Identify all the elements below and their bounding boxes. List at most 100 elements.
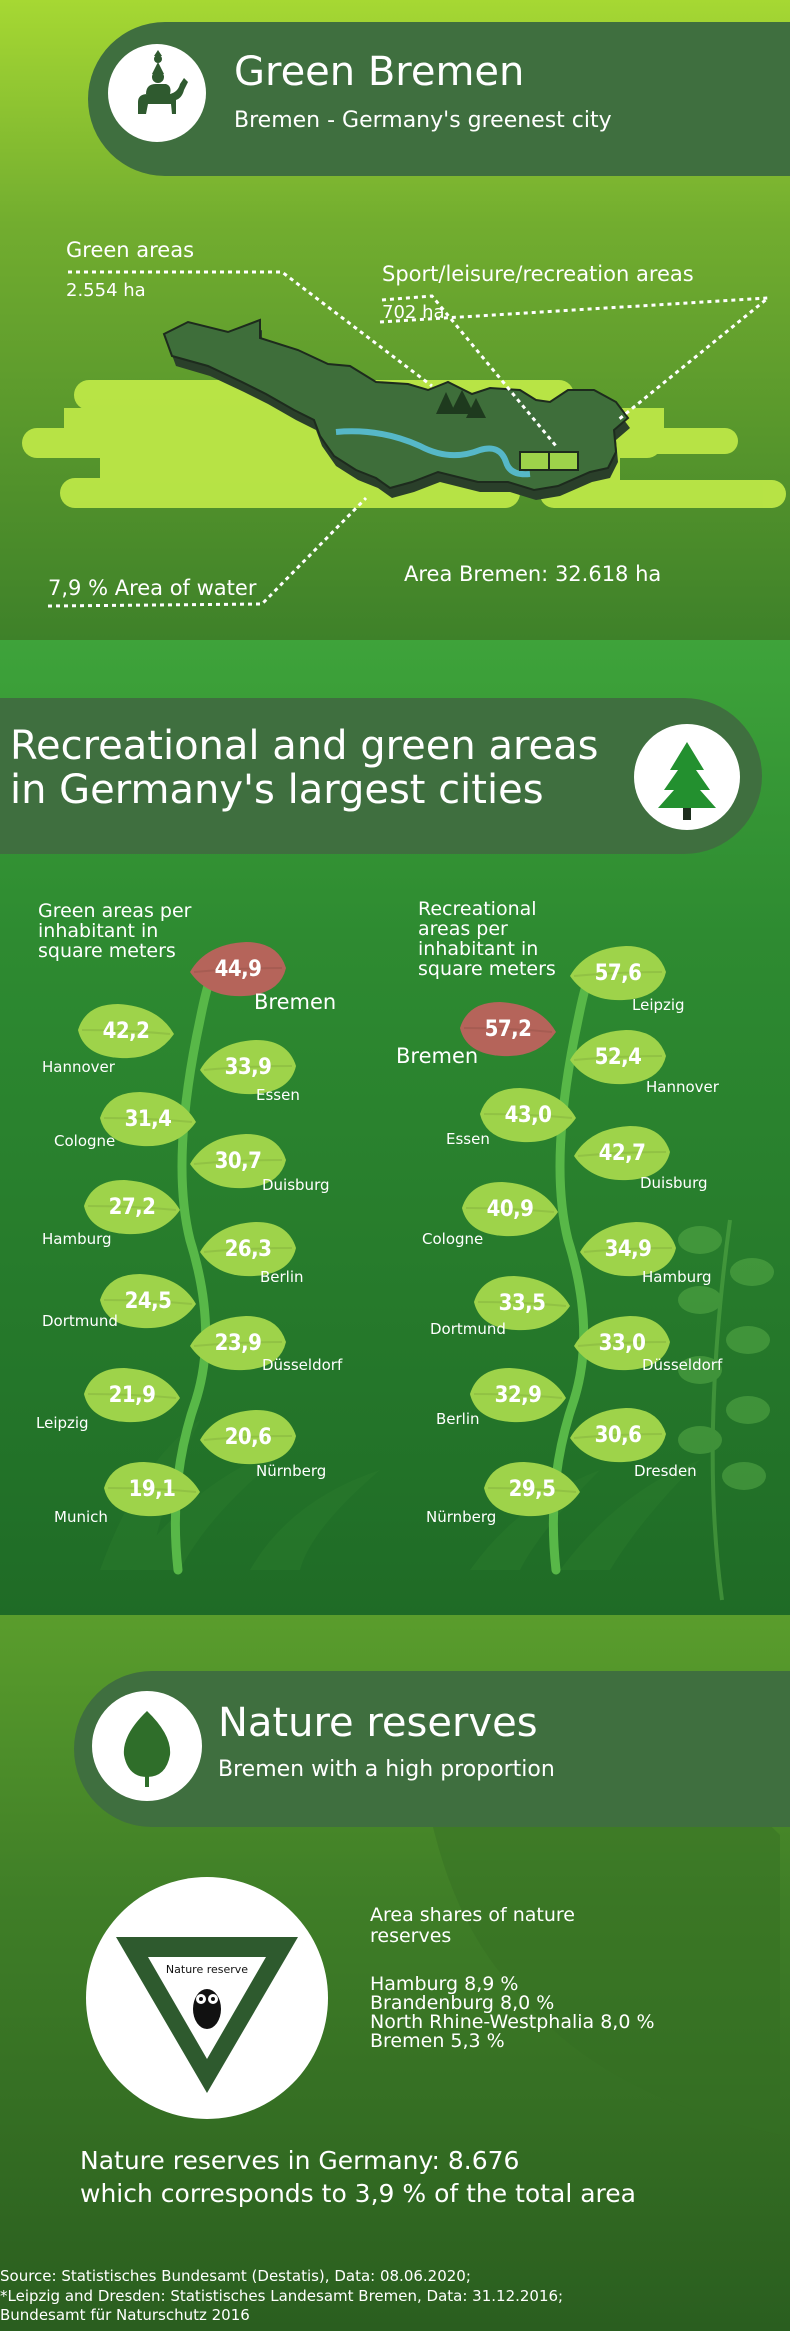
city-label: Nürnberg — [256, 1462, 327, 1480]
summary-line: which corresponds to 3,9 % of the total … — [80, 2178, 636, 2208]
stem-left — [170, 975, 215, 1575]
leaf-bar: 40,9 — [458, 1178, 562, 1240]
leaf-value-label: 26,3 — [224, 1236, 272, 1262]
shares-list: Hamburg 8,9 % Brandenburg 8,0 % North Rh… — [370, 1975, 655, 2051]
nature-subtitle: Bremen with a high proportion — [218, 1757, 555, 1782]
leaf-value-label: 33,0 — [598, 1330, 646, 1356]
chart-recreational-areas: 57,6 Leipzig 57,2 Bremen 52,4 Hannover 43,0 Ess… — [0, 640, 790, 1615]
leaf-value-label: 52,4 — [594, 1044, 642, 1070]
cities-title: Recreational and green areas in Germany'… — [10, 724, 599, 812]
footer-sources: Source: Statistisches Bundesamt (Destati… — [0, 2267, 563, 2326]
leaf-value-label: 44,9 — [214, 956, 262, 982]
city-label: Düsseldorf — [262, 1356, 343, 1374]
city-label: Essen — [446, 1130, 490, 1148]
header-section: Green Bremen Bremen - Germany's greenest… — [0, 0, 790, 640]
leaf-value-label: 57,6 — [594, 960, 642, 986]
footer-line: *Leipzig and Dresden: Statistisches Land… — [0, 2286, 564, 2305]
cities-title-line1: Recreational and green areas — [10, 723, 599, 769]
water-area-label: 7,9 % Area of water — [48, 576, 257, 600]
leaf-bar: 57,6 — [566, 942, 670, 1004]
leaf-bar: 26,3 — [196, 1218, 300, 1280]
nature-reserve-sign-icon — [116, 1937, 298, 2093]
chart2-title-line: inhabitant in — [418, 937, 539, 960]
leaf-value-label: 21,9 — [108, 1382, 156, 1408]
page-subtitle: Bremen - Germany's greenest city — [234, 108, 612, 133]
chart2-title-line: areas per — [418, 917, 508, 940]
leaf-bar: 19,1 — [100, 1458, 204, 1520]
city-label: Dortmund — [430, 1320, 506, 1338]
leaf-bar: 20,6 — [196, 1406, 300, 1468]
city-label: Duisburg — [262, 1176, 330, 1194]
leaf-bar: 30,7 — [186, 1130, 290, 1192]
leaf-bar: 27,2 — [80, 1176, 184, 1238]
leaf-bar: 24,5 — [96, 1270, 200, 1332]
shares-title: Area shares of nature reserves — [370, 1905, 575, 1947]
area-bremen-label: Area Bremen: 32.618 ha — [404, 562, 662, 586]
city-label: Berlin — [260, 1268, 304, 1286]
nature-section: Nature reserves Bremen with a high propo… — [0, 1615, 790, 2331]
city-label: Hamburg — [642, 1268, 712, 1286]
city-label: Cologne — [422, 1230, 484, 1248]
shares-title-line: reserves — [370, 1924, 452, 1947]
chart2-title-line: square meters — [418, 957, 556, 980]
leaf-value-label: 27,2 — [108, 1194, 156, 1220]
share-item: Hamburg 8,9 % — [370, 1973, 519, 1995]
header-icon-circle — [108, 44, 206, 142]
city-label: Dresden — [634, 1462, 697, 1480]
leaf-value-label: 19,1 — [128, 1476, 176, 1502]
leaf-bar: 29,5 — [480, 1458, 584, 1520]
leaf-bar: 34,9 — [576, 1218, 680, 1280]
city-label: Hannover — [42, 1058, 115, 1076]
sport-areas-value: 702 ha — [382, 302, 445, 323]
leaf-value-label: 42,2 — [102, 1018, 150, 1044]
leaf-value-label: 34,9 — [604, 1236, 652, 1262]
leaf-value-label: 29,5 — [508, 1476, 556, 1502]
leaf-value-label: 33,5 — [498, 1290, 546, 1316]
leaf-bar: 43,0 — [476, 1084, 580, 1146]
leaf-value-label: 24,5 — [124, 1288, 172, 1314]
map-background-blobs — [22, 270, 786, 608]
cities-title-line2: in Germany's largest cities — [10, 767, 544, 813]
green-areas-label: Green areas — [66, 238, 195, 262]
share-item: Bremen 5,3 % — [370, 2030, 505, 2052]
city-label: Berlin — [436, 1410, 480, 1428]
leaf-value-label: 20,6 — [224, 1424, 272, 1450]
nature-sign-text: Nature reserve — [165, 1963, 249, 1976]
leaf-value-label: 43,0 — [504, 1102, 552, 1128]
decorative-leaf-bg — [420, 1737, 780, 2135]
city-label: Leipzig — [36, 1414, 89, 1432]
share-item: North Rhine-Westphalia 8,0 % — [370, 2011, 655, 2033]
city-label: Essen — [256, 1086, 300, 1104]
leaf-bar: 31,4 — [96, 1088, 200, 1150]
chart1-title-line: Green areas per — [38, 900, 192, 922]
green-areas-value: 2.554 ha — [66, 280, 146, 301]
nature-summary: Nature reserves in Germany: 8.676 which … — [80, 2145, 636, 2210]
leaf-icon-circle — [92, 1691, 202, 1801]
leaf-bar: 52,4 — [566, 1026, 670, 1088]
leaf-bar: 33,9 — [196, 1036, 300, 1098]
city-label: Hannover — [646, 1078, 719, 1096]
leaf-bar: 23,9 — [186, 1312, 290, 1374]
leaf-bar: 42,7 — [570, 1122, 674, 1184]
chart1-title-line: square meters — [38, 939, 176, 962]
leaf-value-label: 57,2 — [484, 1016, 532, 1042]
shares-title-line: Area shares of nature — [370, 1904, 575, 1926]
leaf-bar: 21,9 — [80, 1364, 184, 1426]
stem-right — [548, 975, 593, 1575]
city-label: Munich — [54, 1508, 108, 1526]
sport-areas-label: Sport/leisure/recreation areas — [382, 262, 694, 286]
town-musicians-icon — [138, 50, 188, 114]
nature-sign-circle: Nature reserve — [86, 1877, 328, 2119]
leaf-bar: 33,0 — [570, 1312, 674, 1374]
city-label: Dortmund — [42, 1312, 118, 1330]
leaf-value-label: 31,4 — [124, 1106, 172, 1132]
leaf-bar: 57,2 — [456, 998, 560, 1060]
leaf-value-label: 33,9 — [224, 1054, 272, 1080]
leaf-value-label: 42,7 — [598, 1140, 646, 1166]
leaf-value-label: 23,9 — [214, 1330, 262, 1356]
city-label: Düsseldorf — [642, 1356, 723, 1374]
city-label: Cologne — [54, 1132, 116, 1150]
leaf-bar: 42,2 — [74, 1000, 178, 1062]
city-label: Duisburg — [640, 1174, 708, 1192]
chart2-title: Recreational areas per inhabitant in squ… — [418, 899, 556, 980]
